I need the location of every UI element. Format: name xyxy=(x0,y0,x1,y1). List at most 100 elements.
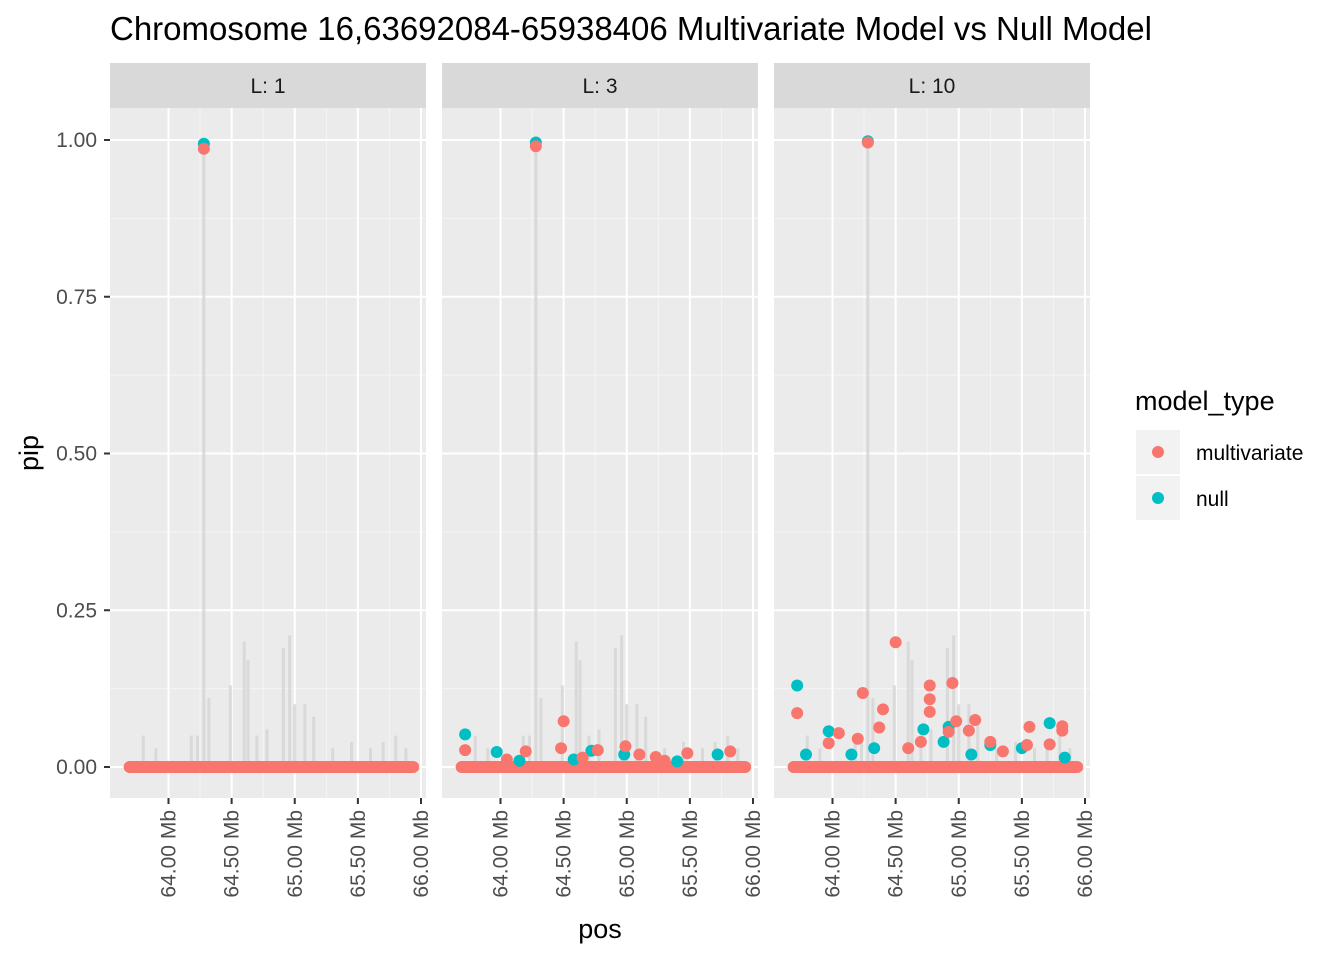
multivariate-point xyxy=(996,745,1009,758)
multivariate-point xyxy=(942,725,955,738)
multivariate-point xyxy=(1043,738,1056,751)
null-point xyxy=(822,725,835,738)
background-bar xyxy=(871,698,875,767)
x-tick-label: 65.00 Mb xyxy=(616,810,639,898)
background-bar xyxy=(929,729,933,767)
background-bar xyxy=(860,735,864,767)
background-bar xyxy=(369,748,372,767)
multivariate-point xyxy=(791,707,804,720)
background-bar xyxy=(303,704,307,767)
x-tick-label: 64.50 Mb xyxy=(553,810,576,898)
background-bar xyxy=(350,741,354,767)
background-bar xyxy=(620,635,624,767)
multivariate-point xyxy=(619,740,632,753)
background-bar xyxy=(534,140,538,767)
y-axis-title: pip xyxy=(14,435,44,471)
background-bar xyxy=(736,748,740,767)
background-bar xyxy=(818,748,822,767)
null-point xyxy=(1058,751,1071,764)
null-point xyxy=(799,748,812,761)
multivariate-point xyxy=(861,136,874,149)
multivariate-point xyxy=(946,676,959,689)
background-bar xyxy=(866,140,870,767)
multivariate-point xyxy=(459,744,472,757)
null-point xyxy=(1043,717,1056,730)
null-point xyxy=(965,748,978,761)
x-tick-label: 65.50 Mb xyxy=(347,810,370,898)
background-bar xyxy=(473,735,477,767)
x-tick-label: 66.00 Mb xyxy=(742,810,765,898)
background-bar xyxy=(952,635,956,767)
multivariate-point xyxy=(197,142,210,155)
background-bar xyxy=(381,741,385,767)
multivariate-point xyxy=(633,748,646,761)
multivariate-point xyxy=(984,735,997,748)
y-tick-label: 0.25 xyxy=(56,599,97,622)
background-bar xyxy=(957,704,961,767)
multivariate-point xyxy=(923,693,936,706)
multivariate-point xyxy=(902,742,915,755)
strip-background xyxy=(442,63,758,108)
background-bar xyxy=(701,748,704,767)
background-bar xyxy=(486,748,490,767)
null-point xyxy=(868,742,881,755)
multivariate-point xyxy=(873,721,886,734)
multivariate-point xyxy=(576,751,589,764)
background-bar xyxy=(265,729,269,767)
background-bar xyxy=(1014,741,1018,767)
x-tick-label: 66.00 Mb xyxy=(1074,810,1097,898)
strip-label: L: 1 xyxy=(250,75,285,98)
background-bar xyxy=(196,735,200,767)
null-point xyxy=(459,728,472,741)
multivariate-point xyxy=(969,713,982,726)
background-bar xyxy=(242,641,246,767)
background-bar xyxy=(394,735,398,767)
multivariate-point xyxy=(923,705,936,718)
facet-panel: L: 1 64.00 Mb 64.50 Mb 65.00 Mb 65.50 Mb 66.0… xyxy=(110,63,433,898)
multivariate-point xyxy=(724,745,737,758)
multivariate-point xyxy=(950,715,963,728)
background-bar xyxy=(207,698,211,767)
null-point xyxy=(791,679,804,692)
background-bar xyxy=(1058,735,1062,767)
background-bar xyxy=(910,660,914,767)
multivariate-point xyxy=(962,724,975,737)
background-bar xyxy=(976,716,980,767)
strip-label: L: 3 xyxy=(582,75,617,98)
x-axis-title: pos xyxy=(578,914,622,944)
facet-panel: L: 3 64.00 Mb 64.50 Mb 65.00 Mb 65.50 Mb 66.0… xyxy=(442,63,765,898)
background-bar xyxy=(995,748,999,767)
x-tick-label: 64.00 Mb xyxy=(490,810,513,898)
background-bar xyxy=(312,716,316,767)
background-bar xyxy=(288,635,292,767)
y-tick-label: 0.50 xyxy=(56,443,97,466)
x-tick-label: 64.00 Mb xyxy=(822,810,845,898)
background-bar xyxy=(892,685,896,767)
background-bar xyxy=(281,647,285,767)
x-tick-label: 65.00 Mb xyxy=(948,810,971,898)
background-bar xyxy=(539,698,543,767)
multivariate-point xyxy=(856,687,869,700)
multivariate-point xyxy=(851,732,864,745)
legend-entry: null xyxy=(1136,476,1229,520)
background-bar xyxy=(189,735,193,767)
multivariate-point xyxy=(923,679,936,692)
multivariate-point xyxy=(500,753,513,766)
background-bar xyxy=(228,685,232,767)
background-bar xyxy=(574,641,578,767)
multivariate-point xyxy=(832,727,845,740)
y-tick-label: 0.75 xyxy=(56,286,97,309)
multivariate-point xyxy=(1056,724,1069,737)
multivariate-point xyxy=(822,737,835,750)
legend-entry: multivariate xyxy=(1136,430,1303,474)
legend-title: model_type xyxy=(1135,386,1275,416)
background-bar xyxy=(154,748,158,767)
chart-title: Chromosome 16,63692084-65938406 Multivar… xyxy=(110,10,1152,47)
x-tick-label: 64.50 Mb xyxy=(221,810,244,898)
multivariate-point xyxy=(914,735,927,748)
background-bar xyxy=(906,641,910,767)
x-tick-label: 65.50 Mb xyxy=(1011,810,1034,898)
strip-label: L: 10 xyxy=(909,75,956,98)
legend-key-point xyxy=(1152,446,1164,458)
